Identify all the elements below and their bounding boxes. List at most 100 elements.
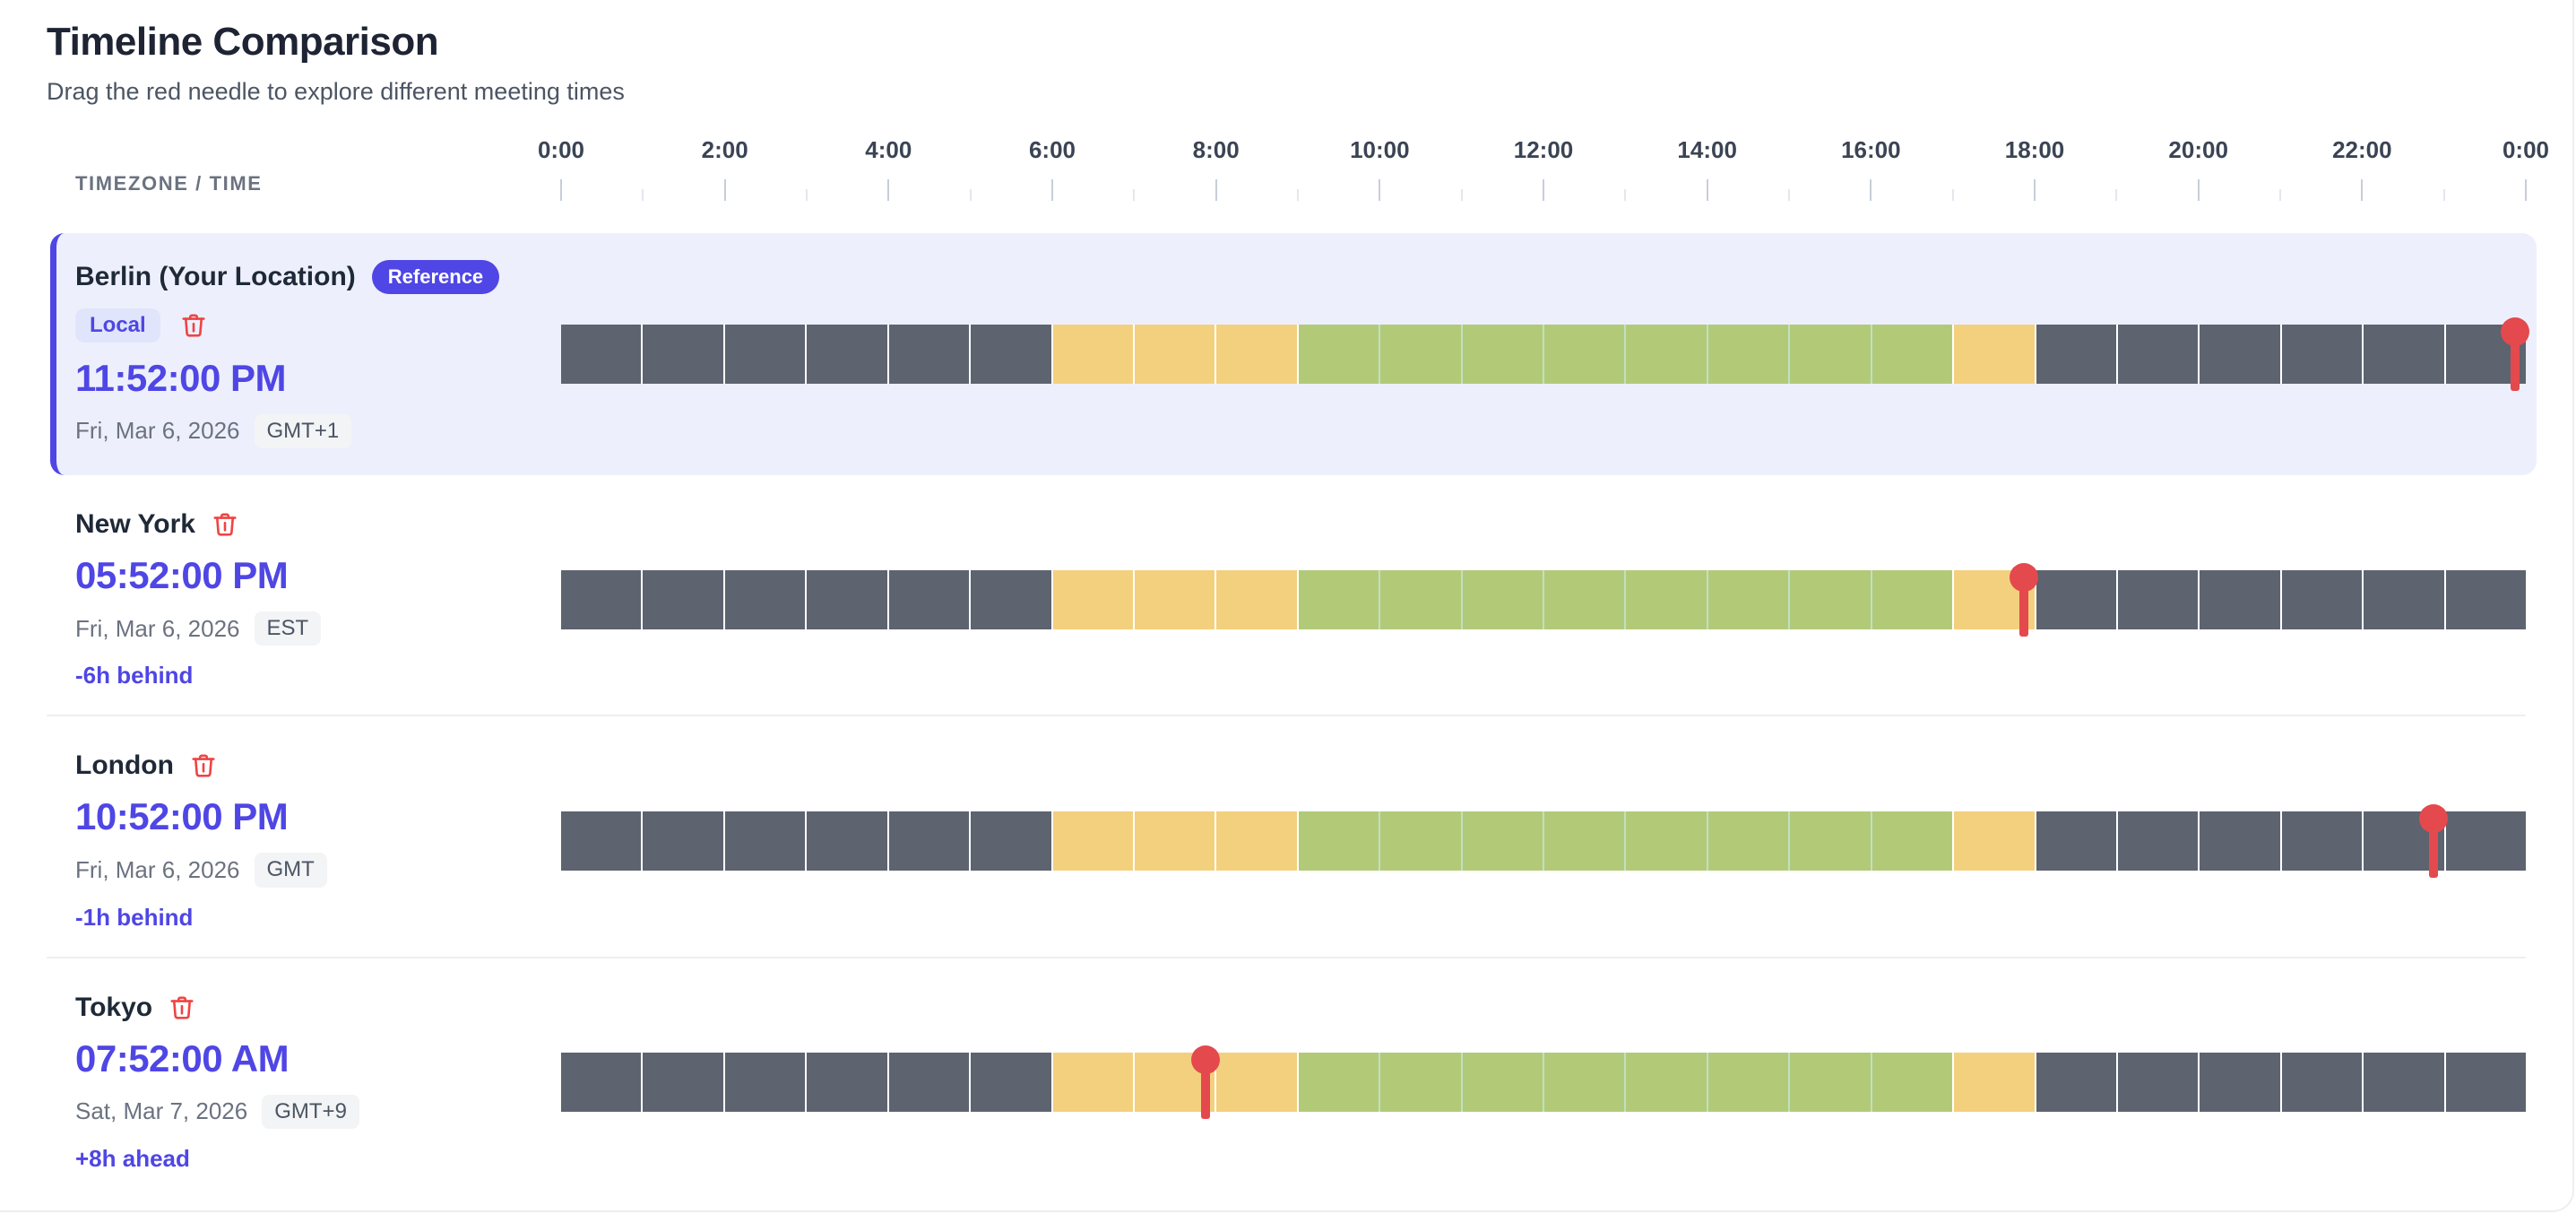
axis-tick-label: 2:00 xyxy=(701,135,748,163)
axis-tick-label: 18:00 xyxy=(2004,135,2065,163)
current-time: 10:52:00 PM xyxy=(75,795,289,838)
needle-stem xyxy=(2018,585,2028,637)
hour-segment xyxy=(1298,811,1381,871)
axis-tick xyxy=(2197,178,2200,201)
timeline-track[interactable] xyxy=(561,562,2527,637)
hour-segment xyxy=(1298,324,1381,384)
offset-label: +8h ahead xyxy=(75,1145,190,1173)
time-needle[interactable] xyxy=(2500,317,2529,391)
city-name: Berlin (Your Location) xyxy=(75,261,356,291)
hour-segment xyxy=(1626,811,1708,871)
axis-tick xyxy=(1051,178,1053,201)
hour-segment xyxy=(724,324,808,384)
axis-tick xyxy=(2525,178,2527,201)
current-date: Fri, Mar 6, 2026 xyxy=(75,417,240,445)
timeline-track[interactable] xyxy=(561,1045,2527,1120)
hour-segment xyxy=(1871,324,1955,384)
timeline-bar xyxy=(561,569,2527,629)
time-needle[interactable] xyxy=(2418,804,2448,879)
hour-segment xyxy=(1298,569,1381,629)
hour-segment xyxy=(1462,811,1545,871)
hour-segment xyxy=(2118,811,2200,871)
timeline-axis: TIMEZONE / TIME 0:00 2:00 4:00 6:00 8:00 10:0… xyxy=(47,135,2549,206)
hour-segment xyxy=(1707,569,1791,629)
hour-segment xyxy=(971,324,1053,384)
hour-segment xyxy=(643,324,725,384)
hour-segment xyxy=(1790,811,1872,871)
axis-tick xyxy=(2361,178,2364,201)
timezone-row: Tokyo 07:52:00 AM Sat, Mar 7, 2026 GMT+9… xyxy=(47,958,2527,1198)
hour-segment xyxy=(1954,1053,2036,1113)
current-time: 11:52:00 PM xyxy=(75,356,286,399)
axis-tick xyxy=(1624,188,1627,201)
trash-icon xyxy=(170,996,194,1019)
hour-segment xyxy=(1216,1053,1299,1113)
local-badge: Local xyxy=(75,308,160,343)
timezone-row: New York 05:52:00 PM Fri, Mar 6, 2026 ES… xyxy=(47,475,2527,715)
hour-segment xyxy=(2200,811,2282,871)
axis-tick-label: 0:00 xyxy=(537,135,585,163)
date-line: Fri, Mar 6, 2026 GMT+1 xyxy=(75,413,529,448)
date-line: Sat, Mar 7, 2026 GMT+9 xyxy=(75,1094,529,1130)
hour-segment xyxy=(2445,811,2527,871)
offset-label: -1h behind xyxy=(75,903,194,931)
timezone-row: London 10:52:00 PM Fri, Mar 6, 2026 GMT … xyxy=(47,716,2527,956)
time-needle[interactable] xyxy=(1190,1045,1220,1120)
axis-tick xyxy=(1133,188,1136,201)
hour-segment xyxy=(2281,324,2364,384)
hour-segment xyxy=(1790,569,1872,629)
hour-segment xyxy=(1462,1053,1545,1113)
hour-segment xyxy=(1871,569,1955,629)
hour-segment xyxy=(1544,811,1627,871)
hour-segment xyxy=(2200,1053,2282,1113)
timeline-track[interactable] xyxy=(561,317,2529,391)
hour-segment xyxy=(2036,1053,2119,1113)
time-needle[interactable] xyxy=(2009,562,2038,637)
city-name: Tokyo xyxy=(75,992,153,1022)
hour-segment xyxy=(724,569,808,629)
hour-segment xyxy=(1871,1053,1955,1113)
hour-segment xyxy=(1052,324,1135,384)
hour-segment xyxy=(888,811,972,871)
hour-segment xyxy=(1216,569,1299,629)
hour-segment xyxy=(643,811,725,871)
row-divider xyxy=(47,715,2526,717)
delete-city-button[interactable] xyxy=(190,751,217,780)
axis-column-header: TIMEZONE / TIME xyxy=(75,171,263,195)
hour-segment xyxy=(1954,324,2036,384)
hour-segment xyxy=(1298,1053,1381,1113)
hour-segment xyxy=(2118,1053,2200,1113)
hour-segment xyxy=(2036,569,2119,629)
hour-segment xyxy=(1626,1053,1708,1113)
delete-city-button[interactable] xyxy=(212,510,238,539)
trash-icon xyxy=(213,513,237,536)
timeline-track[interactable] xyxy=(561,804,2527,879)
current-date: Sat, Mar 7, 2026 xyxy=(75,1097,248,1125)
timeline-bar xyxy=(561,811,2527,871)
row-info: New York 05:52:00 PM Fri, Mar 6, 2026 ES… xyxy=(75,509,561,689)
delete-city-button[interactable] xyxy=(169,993,195,1022)
hour-segment xyxy=(1380,811,1463,871)
axis-tick-label: 10:00 xyxy=(1350,135,1410,163)
hour-segment xyxy=(1134,569,1217,629)
axis-tick xyxy=(887,178,890,201)
name-line: New York xyxy=(75,509,529,540)
hour-segment xyxy=(1954,811,2036,871)
timezone-rows: Berlin (Your Location) Reference Local 1… xyxy=(47,232,2537,1199)
hour-segment xyxy=(2281,569,2364,629)
timezone-badge: GMT xyxy=(254,853,327,888)
axis-track: 0:00 2:00 4:00 6:00 8:00 10:00 12:00 14:00 16:00… xyxy=(538,135,2549,206)
axis-tick xyxy=(1460,188,1463,201)
hour-segment xyxy=(1544,324,1627,384)
hour-segment xyxy=(1380,569,1463,629)
hour-segment xyxy=(971,569,1053,629)
date-line: Fri, Mar 6, 2026 GMT xyxy=(75,853,529,888)
hour-segment xyxy=(2445,569,2527,629)
axis-tick xyxy=(1297,188,1299,201)
hour-segment xyxy=(1380,1053,1463,1113)
hour-segment xyxy=(2281,811,2364,871)
delete-city-button[interactable] xyxy=(180,311,207,340)
reference-badge: Reference xyxy=(371,259,500,294)
hour-segment xyxy=(1380,324,1463,384)
